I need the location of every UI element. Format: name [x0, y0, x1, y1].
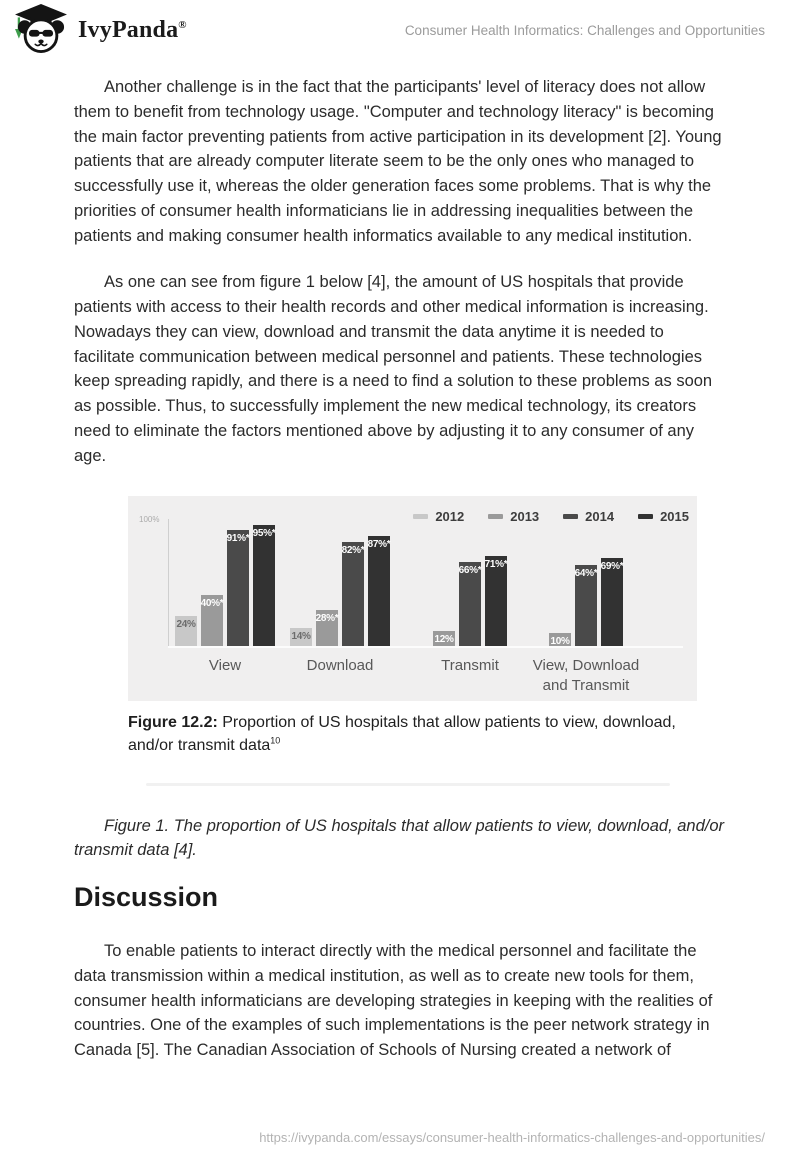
bar-2012: 24% [175, 616, 197, 647]
bar-2015: 87%* [368, 536, 391, 647]
paragraph-figure-intro: As one can see from figure 1 below [4], … [74, 273, 713, 465]
category-label: View, Download and Transmit [532, 657, 640, 694]
registered-mark: ® [178, 19, 187, 31]
figure-image-caption: Figure 12.2: Proportion of US hospitals … [128, 711, 697, 757]
legend-label: 2013 [510, 509, 540, 525]
footnote-superscript: 10 [270, 736, 281, 747]
bar-value-label: 10% [550, 636, 570, 648]
legend-swatch-2013 [488, 514, 504, 520]
bar-value-label: 14% [291, 631, 311, 643]
figure-caption: Figure 1. The proportion of US hospitals… [74, 816, 725, 860]
source-url[interactable]: https://ivypanda.com/essays/consumer-hea… [259, 1130, 765, 1145]
y-axis-line [168, 519, 169, 648]
legend-item-2013: 2013 [488, 509, 539, 524]
category-label: View [208, 657, 242, 675]
bar-2015: 69%* [601, 558, 624, 647]
legend-label: 2015 [660, 509, 689, 525]
bar-2013: 12% [433, 631, 455, 647]
section-heading: Discussion [74, 882, 219, 913]
document-title: Consumer Health Informatics: Challenges … [404, 23, 765, 38]
category-label: Transmit [441, 657, 499, 675]
legend-swatch-2015 [638, 514, 654, 520]
bar-2014: 66%* [459, 562, 482, 647]
bar-2013: 28%* [316, 610, 339, 647]
bar-value-label: 69%* [600, 561, 624, 573]
bar-value-label: 28%* [315, 613, 339, 625]
legend-item-2015: 2015 [638, 509, 689, 524]
bar-2012: 14% [290, 628, 312, 647]
legend-item-2012: 2012 [413, 509, 464, 524]
header: IvyPanda® Consumer Health Informatics: C… [0, 0, 800, 58]
bar-value-label: 91%* [226, 533, 250, 545]
bar-group: 24% 40%* 91%* 95%* [175, 525, 276, 647]
x-axis-line [168, 646, 683, 649]
bar-value-label: 24% [176, 619, 196, 631]
legend-label: 2014 [585, 509, 615, 525]
bar-group: 14% 28%* 82%* 87%* [290, 536, 391, 647]
paragraph-literacy: Another challenge is in the fact that th… [74, 78, 722, 245]
brand-logo[interactable]: IvyPanda® [10, 3, 187, 58]
figure-caption-text: Proportion of US hospitals that allow pa… [128, 714, 676, 755]
bar-value-label: 64%* [574, 568, 598, 580]
embedded-figure-image: 2012 2013 2014 2015 100% 24% 40%* 91%* 95%* Vie… [128, 496, 697, 786]
bar-value-label: 71%* [484, 559, 508, 571]
legend-swatch-2012 [413, 514, 429, 520]
bar-2015: 71%* [485, 556, 508, 647]
chart-plot: 24% 40%* 91%* 95%* View 14% 28%* 82%* 87%* Downlo… [128, 496, 697, 701]
legend-item-2014: 2014 [563, 509, 614, 524]
bar-2013: 10% [549, 633, 571, 647]
chart-legend: 2012 2013 2014 2015 [413, 509, 689, 524]
article-body: Another challenge is in the fact that th… [0, 75, 800, 1063]
bar-value-label: 87%* [367, 539, 391, 551]
bar-2014: 82%* [342, 542, 365, 647]
bar-value-label: 12% [434, 634, 454, 646]
brand-name: IvyPanda® [78, 17, 187, 43]
legend-label: 2012 [435, 509, 465, 525]
bar-value-label: 95%* [252, 528, 276, 540]
bar-value-label: 66%* [458, 565, 482, 577]
panda-graduate-icon [10, 3, 72, 58]
bar-2013: 40%* [201, 595, 224, 647]
footer: https://ivypanda.com/essays/consumer-hea… [259, 1129, 765, 1147]
page-divider-line [146, 782, 670, 786]
bar-value-label: 40%* [200, 598, 224, 610]
figure-number-label: Figure 12.2: [128, 714, 218, 732]
bar-2014: 91%* [227, 530, 250, 647]
category-label: Download [306, 657, 374, 675]
bar-2015: 95%* [253, 525, 276, 647]
bar-group: 10% 64%* 69%* [549, 558, 624, 647]
legend-swatch-2014 [563, 514, 579, 520]
bar-group: 12% 66%* 71%* [433, 556, 508, 647]
bar-chart: 2012 2013 2014 2015 100% 24% 40%* 91%* 95%* Vie… [128, 496, 697, 702]
bar-2014: 64%* [575, 565, 598, 647]
bar-value-label: 82%* [341, 545, 365, 557]
y-axis-tick-label: 100% [139, 515, 160, 525]
paragraph-discussion: To enable patients to interact directly … [74, 942, 713, 1060]
